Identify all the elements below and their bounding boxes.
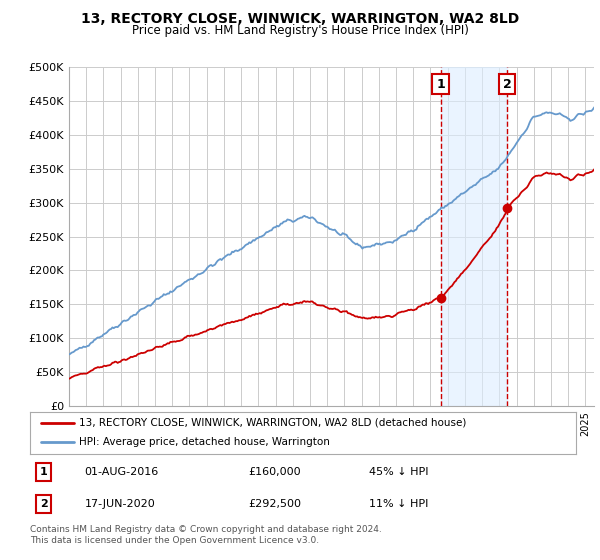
- Text: £160,000: £160,000: [248, 467, 301, 477]
- Text: HPI: Average price, detached house, Warrington: HPI: Average price, detached house, Warr…: [79, 437, 330, 447]
- Text: 1: 1: [436, 78, 445, 91]
- Text: 01-AUG-2016: 01-AUG-2016: [85, 467, 159, 477]
- Text: 1: 1: [40, 467, 47, 477]
- Text: 13, RECTORY CLOSE, WINWICK, WARRINGTON, WA2 8LD (detached house): 13, RECTORY CLOSE, WINWICK, WARRINGTON, …: [79, 418, 467, 428]
- Text: Price paid vs. HM Land Registry's House Price Index (HPI): Price paid vs. HM Land Registry's House …: [131, 24, 469, 37]
- Text: 17-JUN-2020: 17-JUN-2020: [85, 499, 155, 509]
- Text: 11% ↓ HPI: 11% ↓ HPI: [368, 499, 428, 509]
- Text: 2: 2: [40, 499, 47, 509]
- Text: Contains HM Land Registry data © Crown copyright and database right 2024.
This d: Contains HM Land Registry data © Crown c…: [30, 525, 382, 545]
- Bar: [440, 67, 507, 406]
- Text: 45% ↓ HPI: 45% ↓ HPI: [368, 467, 428, 477]
- Text: £292,500: £292,500: [248, 499, 301, 509]
- Text: 13, RECTORY CLOSE, WINWICK, WARRINGTON, WA2 8LD: 13, RECTORY CLOSE, WINWICK, WARRINGTON, …: [81, 12, 519, 26]
- Text: 2: 2: [503, 78, 512, 91]
